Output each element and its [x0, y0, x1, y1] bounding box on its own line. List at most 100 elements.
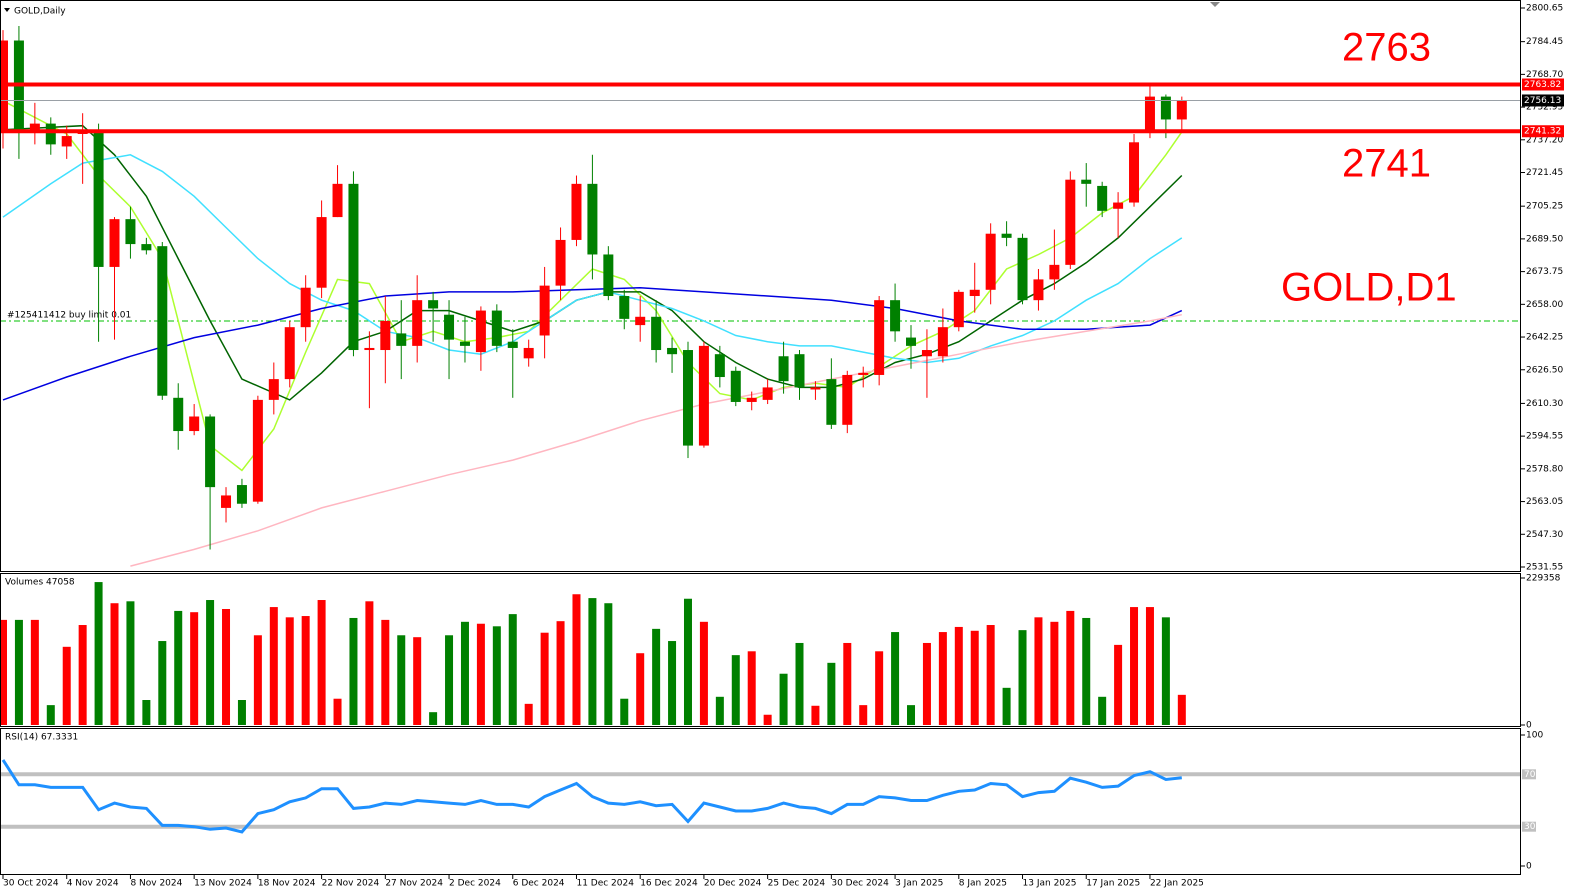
candle-body	[842, 374, 853, 425]
candle-body	[444, 314, 455, 340]
candle-body	[1017, 237, 1028, 301]
candle-body	[953, 291, 964, 328]
volume-bar	[668, 641, 677, 725]
candle-body	[1001, 233, 1012, 238]
candle-body	[667, 347, 678, 355]
volume-bar	[174, 610, 183, 725]
volume-bar	[938, 632, 947, 725]
volume-bar	[683, 598, 692, 725]
rsi-line	[1, 759, 1182, 834]
candle-body	[268, 379, 279, 400]
annotation: 2763	[1342, 26, 1431, 70]
price-tag-box	[1522, 125, 1564, 138]
candle-body	[1033, 279, 1044, 301]
price-tag: 2756.13	[1524, 96, 1561, 106]
x-tick-label: 20 Dec 2024	[704, 879, 762, 889]
volume-bar	[492, 626, 501, 725]
y-tick-label: 0	[1526, 862, 1532, 872]
rsi-title: RSI(14) 67.3331	[5, 733, 78, 743]
candle-body	[109, 219, 120, 267]
volume-bar	[795, 642, 804, 725]
candle-body	[189, 416, 200, 432]
candle-body	[874, 300, 885, 375]
volume-bar	[349, 617, 358, 725]
candle-body	[45, 123, 56, 145]
x-tick-label: 30 Oct 2024	[3, 879, 59, 889]
candle-body	[937, 327, 948, 357]
candle-body	[1081, 179, 1092, 184]
menu-triangle	[4, 8, 10, 12]
y-tick-label: 2705.25	[1526, 202, 1563, 212]
volume-bar	[715, 696, 724, 725]
volume-bar	[476, 623, 485, 725]
y-tick-label: 2658.00	[1526, 300, 1563, 310]
candle-body	[810, 387, 821, 390]
candle-body	[507, 341, 518, 348]
volume-bar	[1034, 617, 1043, 725]
volume-bar	[556, 621, 565, 725]
volume-bar	[142, 700, 151, 725]
x-tick-label: 30 Dec 2024	[831, 879, 889, 889]
candle-body	[173, 397, 184, 432]
candle-body	[539, 285, 550, 336]
x-tick-label: 13 Jan 2025	[1023, 879, 1077, 889]
volume-bar	[747, 651, 756, 725]
candle-body	[682, 350, 693, 446]
x-tick-label: 6 Dec 2024	[513, 879, 565, 889]
candle-body	[316, 217, 327, 288]
volume-bar	[285, 617, 294, 725]
candle-body	[428, 300, 439, 309]
candle-body	[491, 310, 502, 346]
volume-bar	[1114, 644, 1123, 725]
volume-bar	[413, 637, 422, 725]
volume-bar	[588, 598, 597, 725]
overlay: 2800.65 2784.45 2768.70 2752.95 2737.20 2721.…	[2, 4, 1564, 889]
candle-body	[571, 183, 582, 240]
volume-bar	[970, 630, 979, 725]
volume-bar	[508, 614, 517, 725]
candle-body	[603, 254, 614, 297]
candle-body	[1049, 264, 1060, 280]
candle-body	[61, 136, 72, 147]
candle-body	[221, 495, 232, 508]
x-tick-label: 2 Dec 2024	[449, 879, 501, 889]
level-tag-box	[1522, 821, 1536, 832]
candle-body	[619, 296, 630, 319]
candle-body	[300, 287, 311, 328]
y-tick-label: 100	[1526, 731, 1543, 741]
price-tag: 2763.82	[1524, 80, 1561, 90]
volume-bar	[620, 698, 629, 725]
y-tick-label: 2578.80	[1526, 464, 1563, 474]
volume-bar	[540, 632, 549, 725]
x-tick-label: 8 Jan 2025	[959, 879, 1007, 889]
candle-body	[651, 316, 662, 351]
volume-bar	[1177, 694, 1186, 725]
price-tag-box	[1522, 78, 1564, 91]
y-tick-label: 2547.30	[1526, 530, 1563, 540]
rsi-panel	[0, 728, 1521, 875]
candle-body	[205, 416, 216, 488]
candle-body	[364, 347, 375, 351]
x-tick-label: 4 Nov 2024	[67, 879, 119, 889]
y-tick-label: 2626.50	[1526, 365, 1563, 375]
price-tag-box	[1522, 94, 1564, 107]
volume-bar	[381, 619, 390, 725]
volume-bar	[811, 705, 820, 725]
x-tick-label: 27 Nov 2024	[385, 879, 443, 889]
candle-body	[157, 246, 168, 396]
volume-bar	[1018, 630, 1027, 725]
x-tick-label: 18 Nov 2024	[258, 879, 316, 889]
candle-body	[714, 354, 725, 378]
candle-body	[523, 347, 534, 359]
volume-bar	[14, 619, 23, 725]
volume-bar	[699, 621, 708, 725]
volume-bar	[731, 655, 740, 725]
volume-bar	[779, 673, 788, 725]
volume-bar	[126, 601, 135, 725]
y-tick-label: 2768.70	[1526, 70, 1563, 80]
candle-body	[29, 123, 40, 132]
candle-body	[635, 316, 646, 326]
candle-body	[698, 345, 709, 446]
candle-body	[1065, 179, 1076, 265]
